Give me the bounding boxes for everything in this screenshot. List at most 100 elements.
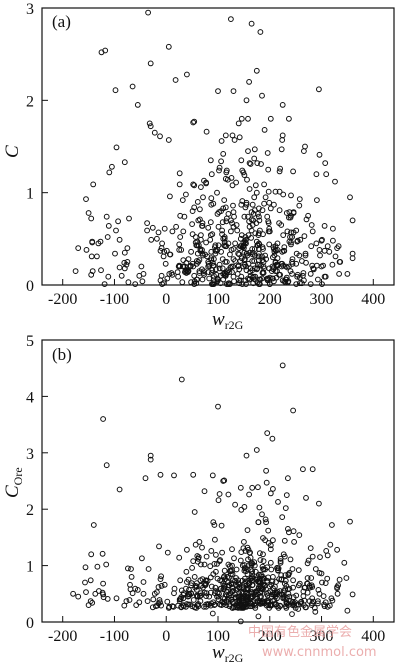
scatter-point bbox=[82, 579, 88, 586]
scatter-point bbox=[302, 143, 308, 150]
scatter-point bbox=[205, 224, 212, 231]
scatter-point bbox=[89, 599, 96, 606]
scatter-point bbox=[292, 605, 299, 611]
scatter-point bbox=[259, 585, 265, 592]
scatter-point bbox=[161, 248, 168, 255]
scatter-point bbox=[254, 160, 261, 167]
scatter-point bbox=[241, 213, 248, 220]
scatter-point bbox=[265, 527, 272, 534]
scatter-point bbox=[266, 281, 273, 288]
scatter-point bbox=[252, 230, 259, 237]
scatter-point bbox=[294, 237, 301, 244]
scatter-point bbox=[176, 247, 183, 253]
scatter-point bbox=[258, 262, 264, 269]
scatter-point bbox=[101, 281, 108, 288]
scatter-point bbox=[227, 264, 234, 271]
scatter-point bbox=[282, 572, 289, 579]
scatter-point bbox=[277, 165, 284, 172]
scatter-point bbox=[229, 562, 235, 569]
scatter-point bbox=[225, 584, 232, 590]
scatter-point bbox=[75, 593, 82, 600]
scatter-point bbox=[154, 589, 160, 595]
scatter-point bbox=[334, 546, 341, 553]
scatter-point bbox=[303, 216, 310, 223]
scatter-point bbox=[259, 253, 265, 260]
scatter-point bbox=[225, 596, 232, 602]
scatter-point bbox=[157, 133, 163, 140]
scatter-point bbox=[83, 589, 89, 595]
scatter-point bbox=[230, 223, 237, 230]
scatter-point bbox=[269, 263, 276, 270]
scatter-point bbox=[223, 281, 230, 288]
panel-a-ticks: -200 -100 0 100 200 300 400 0 1 2 3 bbox=[26, 1, 385, 308]
scatter-point bbox=[304, 560, 311, 567]
scatter-point bbox=[209, 610, 216, 617]
scatter-point bbox=[208, 583, 215, 590]
scatter-point bbox=[330, 237, 336, 244]
scatter-point bbox=[199, 247, 205, 253]
scatter-point bbox=[234, 604, 241, 611]
scatter-point bbox=[260, 574, 266, 580]
watermark-line1: 中国有色金属学会 bbox=[248, 624, 352, 640]
scatter-point bbox=[183, 585, 189, 592]
scatter-point bbox=[321, 273, 328, 280]
scatter-point bbox=[75, 245, 82, 252]
scatter-point bbox=[255, 484, 261, 491]
scatter-point bbox=[255, 211, 261, 217]
scatter-point bbox=[178, 603, 185, 610]
scatter-point bbox=[272, 247, 279, 253]
scatter-point bbox=[88, 551, 95, 558]
scatter-point bbox=[88, 271, 95, 278]
scatter-point bbox=[223, 218, 230, 225]
scatter-point bbox=[164, 275, 171, 282]
scatter-point bbox=[291, 539, 298, 545]
scatter-point bbox=[249, 201, 256, 208]
scatter-point bbox=[208, 257, 215, 264]
scatter-point bbox=[128, 566, 134, 572]
scatter-point bbox=[313, 171, 320, 178]
scatter-point bbox=[90, 522, 97, 528]
scatter-point bbox=[250, 273, 257, 280]
scatter-point bbox=[211, 561, 218, 567]
scatter-point bbox=[105, 223, 112, 229]
scatter-point bbox=[281, 244, 288, 251]
scatter-point bbox=[155, 229, 162, 236]
scatter-point bbox=[194, 199, 201, 205]
scatter-point bbox=[244, 527, 251, 533]
scatter-point bbox=[72, 268, 79, 275]
scatter-point bbox=[121, 249, 128, 256]
scatter-point bbox=[163, 247, 170, 254]
scatter-point bbox=[258, 593, 264, 600]
panel-a-points bbox=[72, 9, 356, 288]
scatter-point bbox=[309, 553, 316, 560]
y-tick-label: 3 bbox=[26, 446, 34, 463]
panel-a-xlabel: wr2G bbox=[212, 309, 244, 332]
scatter-point bbox=[240, 545, 247, 551]
scatter-point bbox=[270, 585, 276, 592]
scatter-point bbox=[208, 195, 215, 202]
scatter-point bbox=[172, 77, 179, 83]
scatter-point bbox=[326, 248, 333, 255]
scatter-point bbox=[290, 577, 297, 584]
scatter-point bbox=[251, 562, 258, 569]
scatter-point bbox=[128, 574, 135, 580]
scatter-point bbox=[228, 16, 234, 23]
scatter-point bbox=[205, 260, 212, 267]
scatter-point bbox=[194, 602, 201, 608]
scatter-point bbox=[165, 605, 172, 611]
scatter-point bbox=[279, 514, 286, 520]
scatter-point bbox=[223, 592, 230, 599]
scatter-point bbox=[229, 182, 236, 189]
scatter-point bbox=[270, 486, 276, 492]
scatter-point bbox=[158, 573, 165, 580]
scatter-point bbox=[304, 575, 311, 581]
scatter-point bbox=[246, 491, 253, 498]
scatter-point bbox=[322, 160, 329, 167]
scatter-point bbox=[199, 266, 205, 273]
scatter-point bbox=[197, 206, 203, 213]
scatter-point bbox=[179, 197, 186, 204]
scatter-point bbox=[275, 567, 281, 574]
scatter-point bbox=[296, 202, 303, 209]
scatter-point bbox=[245, 115, 251, 122]
scatter-point bbox=[261, 200, 268, 207]
